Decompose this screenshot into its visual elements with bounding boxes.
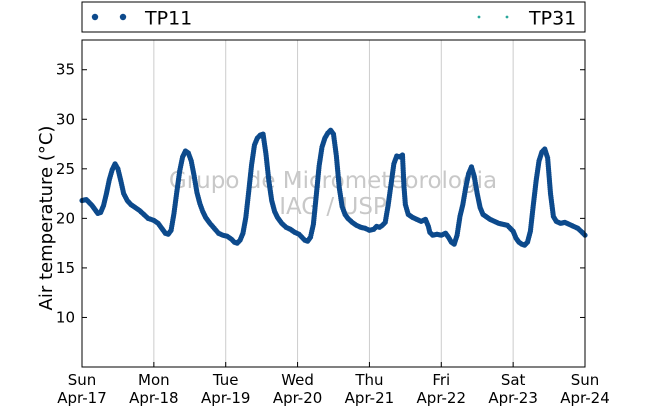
x-tick-label-date: Apr-20	[273, 389, 323, 407]
x-tick-label-day: Fri	[432, 371, 450, 389]
x-tick-label-day: Mon	[138, 371, 170, 389]
y-axis: 10 15 20 25 30 35	[56, 61, 585, 326]
x-axis: SunApr-17MonApr-18TueApr-19WedApr-20ThuA…	[57, 362, 610, 407]
x-tick-label-day: Sat	[501, 371, 526, 389]
legend-marker-tp11	[91, 13, 99, 21]
x-tick-label-date: Apr-23	[488, 389, 538, 407]
watermark-line-2: IAG / USP	[279, 194, 387, 220]
legend-label-tp11: TP11	[144, 8, 192, 30]
x-tick-label-date: Apr-19	[201, 389, 251, 407]
y-tick-label: 30	[56, 110, 75, 128]
x-tick-label-day: Thu	[354, 371, 383, 389]
x-tick-label-date: Apr-17	[57, 389, 107, 407]
x-tick-label-day: Wed	[281, 371, 314, 389]
legend-marker-tp31	[505, 15, 509, 19]
x-tick-label-day: Tue	[212, 371, 239, 389]
legend-entry-tp31: TP31	[477, 8, 576, 30]
y-tick-label: 10	[56, 308, 75, 326]
legend: TP11 TP31	[81, 1, 586, 33]
x-tick-label-date: Apr-22	[417, 389, 467, 407]
y-tick-label: 35	[56, 61, 75, 79]
x-tick-label-date: Apr-21	[345, 389, 395, 407]
plot-frame	[81, 39, 586, 368]
x-tick-label-date: Apr-18	[129, 389, 179, 407]
legend-marker-tp11	[119, 13, 127, 21]
y-tick-label: 20	[56, 209, 75, 227]
legend-frame	[81, 1, 586, 33]
x-tick-label-day: Sun	[571, 371, 600, 389]
watermark: Grupo de Micrometeorologia IAG / USP	[169, 168, 497, 220]
plot-area	[82, 40, 585, 367]
legend-label-tp31: TP31	[528, 8, 576, 30]
y-axis-label: Air temperature (°C)	[36, 126, 57, 311]
y-tick-label: 15	[56, 259, 75, 277]
data-points	[79, 127, 588, 248]
x-tick-label-day: Sun	[68, 371, 97, 389]
y-tick-label: 25	[56, 160, 75, 178]
legend-entry-tp11: TP11	[91, 8, 192, 30]
x-tick-label-date: Apr-24	[560, 389, 610, 407]
legend-marker-tp31	[477, 15, 481, 19]
watermark-line-1: Grupo de Micrometeorologia	[169, 168, 497, 194]
grid	[153, 40, 514, 367]
